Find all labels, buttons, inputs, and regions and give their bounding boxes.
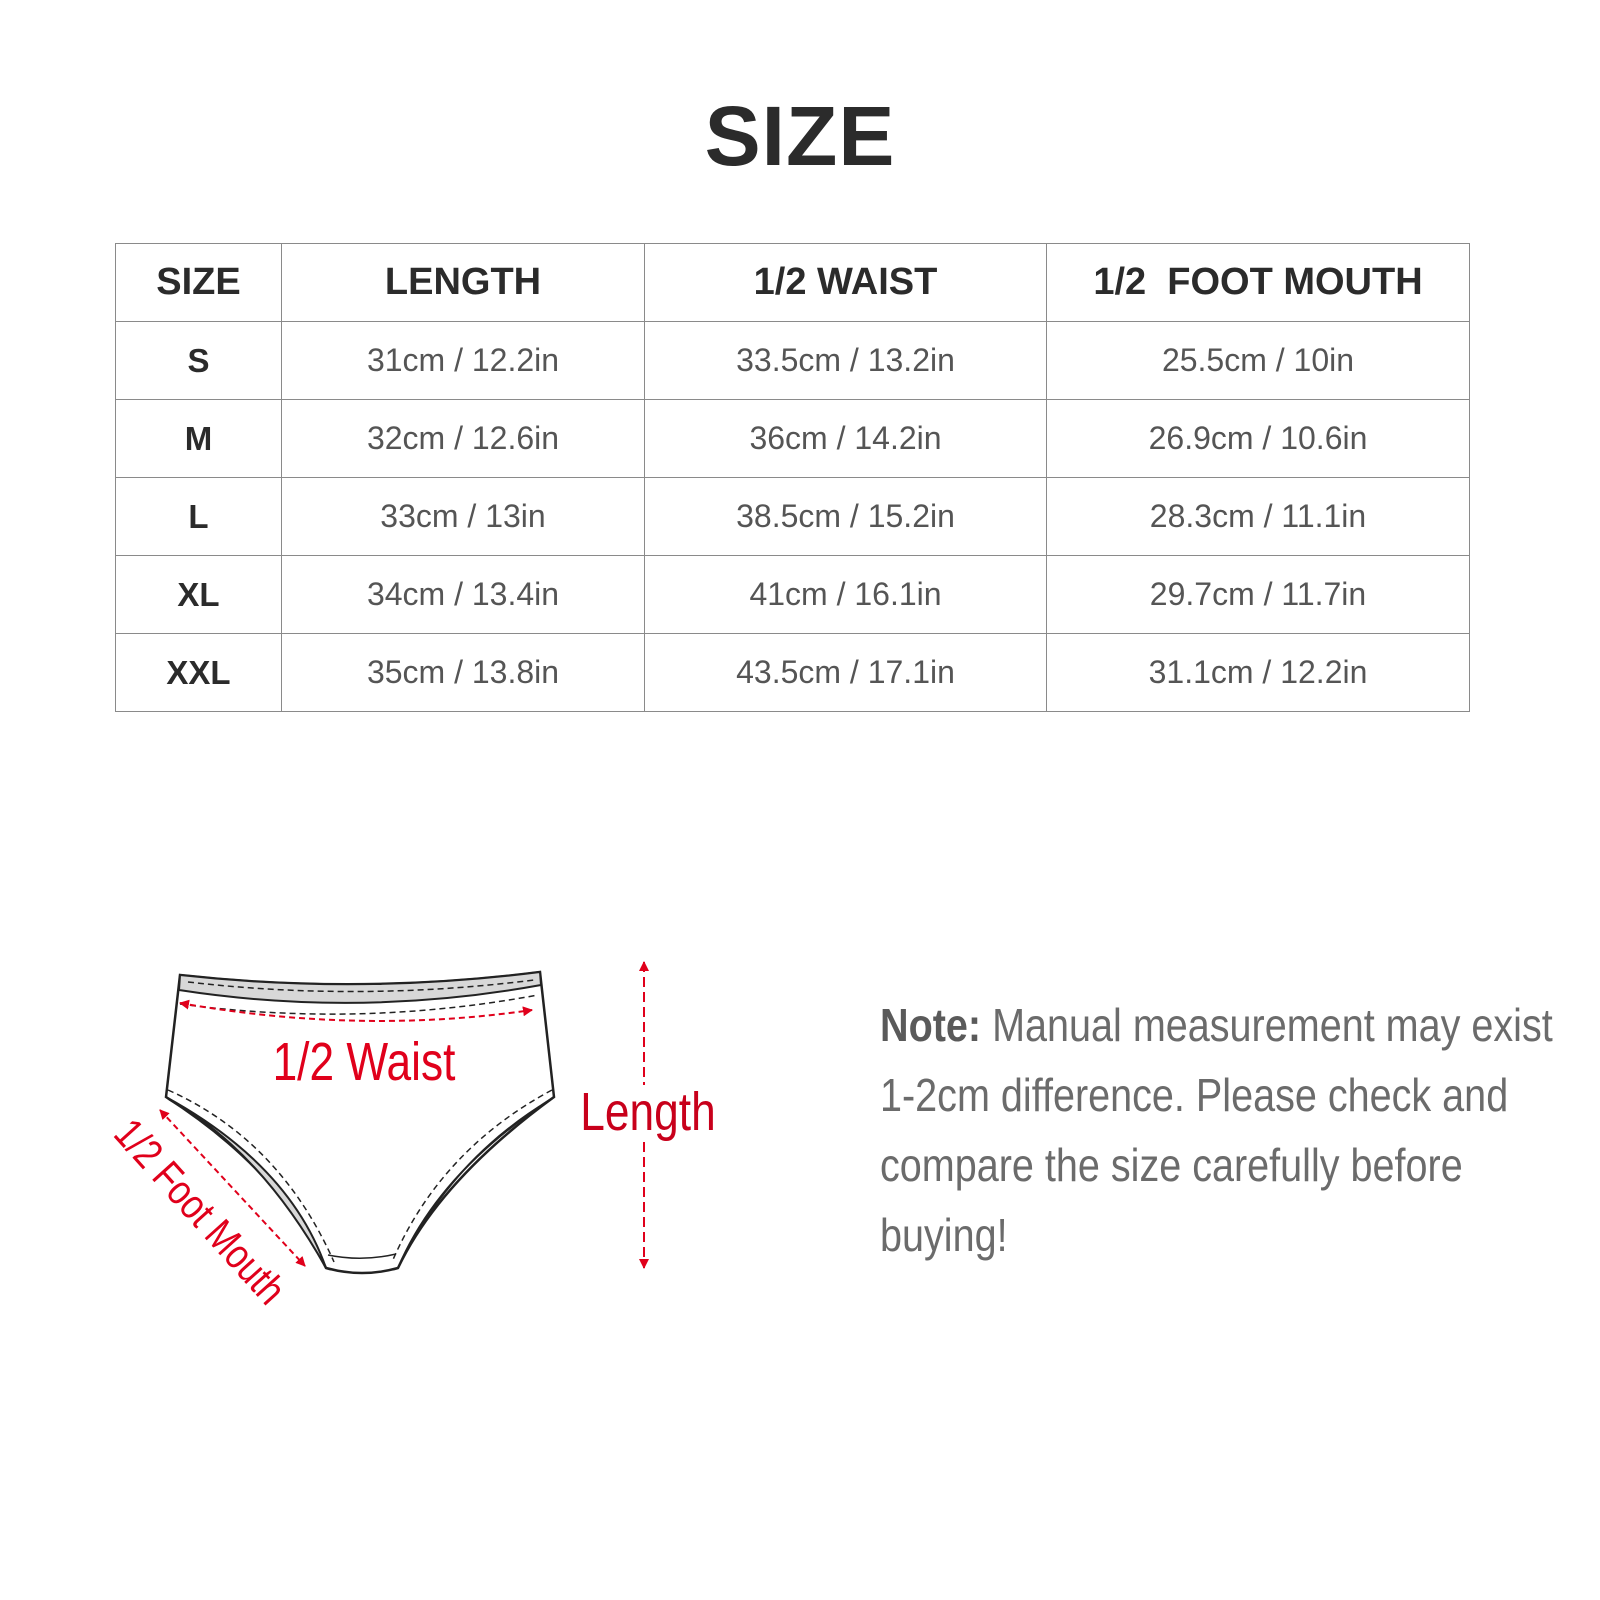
- cell-waist: 36cm / 14.2in: [644, 399, 1047, 478]
- header-foot-mouth: 1/2 FOOT MOUTH: [1046, 243, 1470, 322]
- table-header-row: SIZE LENGTH 1/2 WAIST 1/2 FOOT MOUTH: [115, 243, 1470, 322]
- cell-waist: 41cm / 16.1in: [644, 555, 1047, 634]
- note-body: Manual measurement may exist 1-2cm diffe…: [880, 999, 1553, 1261]
- cell-length: 34cm / 13.4in: [281, 555, 645, 634]
- cell-size: XXL: [115, 633, 282, 712]
- page-title: SIZE: [704, 89, 896, 183]
- cell-waist: 38.5cm / 15.2in: [644, 477, 1047, 556]
- cell-length: 35cm / 13.8in: [281, 633, 645, 712]
- cell-foot-mouth: 31.1cm / 12.2in: [1046, 633, 1470, 712]
- note-text: Note: Manual measurement may exist 1-2cm…: [880, 990, 1568, 1270]
- length-label: Length: [580, 1082, 715, 1142]
- cell-foot-mouth: 26.9cm / 10.6in: [1046, 399, 1470, 478]
- cell-length: 33cm / 13in: [281, 477, 645, 556]
- header-waist: 1/2 WAIST: [644, 243, 1047, 322]
- cell-size: L: [115, 477, 282, 556]
- waist-label: 1/2 Waist: [273, 1032, 456, 1092]
- cell-length: 31cm / 12.2in: [281, 321, 645, 400]
- cell-size: XL: [115, 555, 282, 634]
- cell-waist: 33.5cm / 13.2in: [644, 321, 1047, 400]
- table-row: XL 34cm / 13.4in 41cm / 16.1in 29.7cm / 11.…: [115, 555, 1470, 634]
- note-label: Note:: [880, 999, 982, 1051]
- cell-foot-mouth: 25.5cm / 10in: [1046, 321, 1470, 400]
- header-size: SIZE: [115, 243, 282, 322]
- size-table: SIZE LENGTH 1/2 WAIST 1/2 FOOT MOUTH S 31…: [115, 243, 1470, 712]
- table-row: XXL 35cm / 13.8in 43.5cm / 17.1in 31.1cm / …: [115, 633, 1470, 712]
- cell-size: M: [115, 399, 282, 478]
- cell-foot-mouth: 29.7cm / 11.7in: [1046, 555, 1470, 634]
- cell-foot-mouth: 28.3cm / 11.1in: [1046, 477, 1470, 556]
- table-row: L 33cm / 13in 38.5cm / 15.2in 28.3cm / 11.1…: [115, 477, 1470, 556]
- cell-waist: 43.5cm / 17.1in: [644, 633, 1047, 712]
- table-row: S 31cm / 12.2in 33.5cm / 13.2in 25.5cm / 10…: [115, 321, 1470, 400]
- foot-mouth-arrow: [159, 1109, 306, 1267]
